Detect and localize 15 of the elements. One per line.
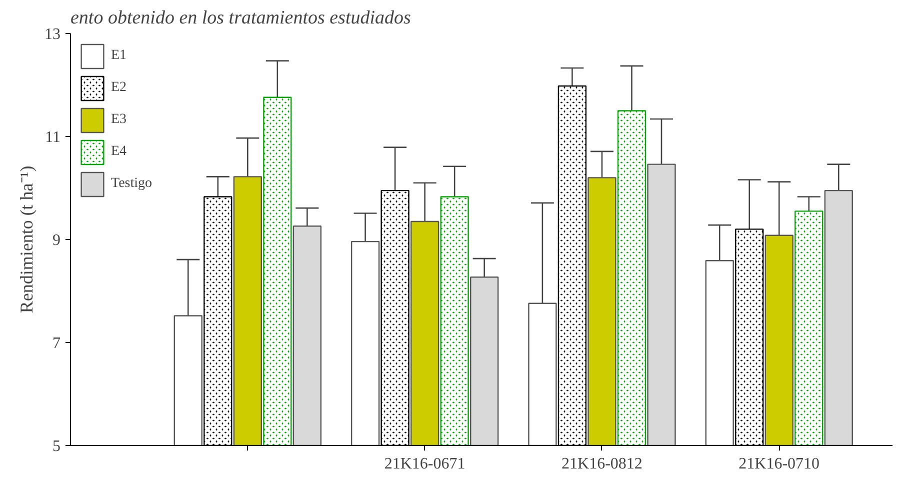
x-tick-label: 21K16-0671: [384, 456, 466, 472]
y-tick-label: 7: [52, 335, 60, 352]
legend-label: Testigo: [111, 176, 152, 192]
y-tick-label: 9: [52, 232, 60, 249]
y-tick-label: 11: [45, 129, 60, 146]
y-axis-title: Rendimiento (t ha⁻¹): [16, 166, 36, 314]
y-tick-label: 5: [52, 438, 60, 455]
y-tick-label: 13: [44, 26, 60, 43]
legend-label: E2: [111, 80, 128, 96]
legend-label: E3: [111, 112, 128, 128]
x-tick-label: 21K16-0812: [562, 456, 642, 472]
legend-label: E4: [111, 144, 128, 160]
chart-title: ento obtenido en los tratamientos estudiados: [70, 8, 411, 28]
legend-label: E1: [111, 48, 128, 64]
x-tick-label: 21K16-0710: [738, 456, 820, 472]
